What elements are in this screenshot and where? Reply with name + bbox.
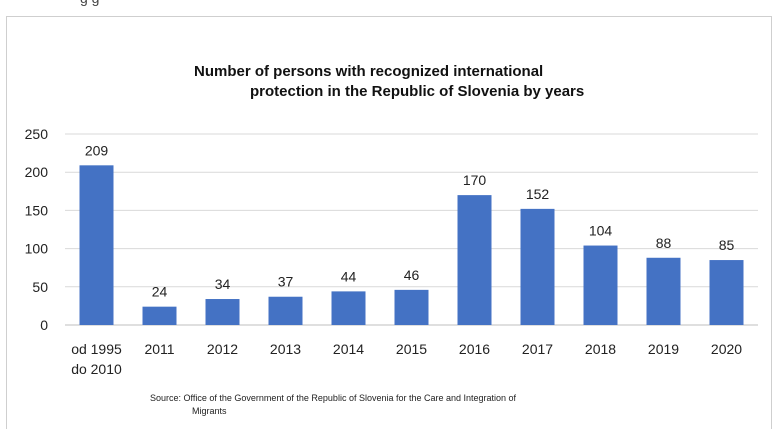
data-label: 34 [215,276,231,292]
chart-title: Number of persons with recognized intern… [170,62,640,102]
bar [142,306,177,325]
bar [268,296,303,325]
bar [709,260,744,325]
source-line-2: Migrants [192,406,227,416]
data-label: 170 [463,172,487,188]
y-tick-label: 50 [32,279,48,295]
bar [457,195,492,325]
y-tick-label: 150 [25,202,49,218]
x-tick-label: 2012 [207,341,238,357]
data-label: 37 [278,274,294,290]
bar [646,257,681,325]
bar [331,291,366,325]
bar [79,165,114,325]
y-tick-label: 250 [25,126,49,142]
data-label: 85 [719,237,735,253]
x-tick-label: 2016 [459,341,490,357]
chart-source: Source: Office of the Government of the … [150,392,650,418]
bar [394,289,429,325]
x-tick-label: 2011 [144,341,174,357]
y-tick-label: 100 [25,241,49,257]
x-tick-label: 2020 [711,341,742,357]
data-label: 209 [85,142,109,158]
chart-title-line-1: Number of persons with recognized intern… [194,63,544,80]
source-line-1: Source: Office of the Government of the … [150,393,517,403]
x-tick-label: 2017 [522,341,553,357]
chart-title-line-2: protection in the Republic of Slovenia b… [250,83,585,100]
bar [583,245,618,325]
data-label: 44 [341,268,357,284]
y-tick-label: 200 [25,164,49,180]
x-tick-label: 2014 [333,341,364,357]
x-tick-label: 2015 [396,341,427,357]
data-label: 88 [656,235,672,251]
x-tick-label: 2019 [648,341,679,357]
x-tick-label: do 2010 [71,361,122,377]
chart-frame [6,16,772,429]
cropped-top-text: g g [80,0,99,6]
data-label: 46 [404,267,420,283]
x-tick-label: 2018 [585,341,616,357]
bar [205,299,240,325]
data-label: 104 [589,223,613,239]
x-tick-label: 2013 [270,341,301,357]
y-tick-label: 0 [40,317,48,333]
data-label: 24 [152,284,168,300]
bar [520,208,555,325]
data-label: 152 [526,186,550,202]
x-tick-label: od 1995 [71,341,122,357]
